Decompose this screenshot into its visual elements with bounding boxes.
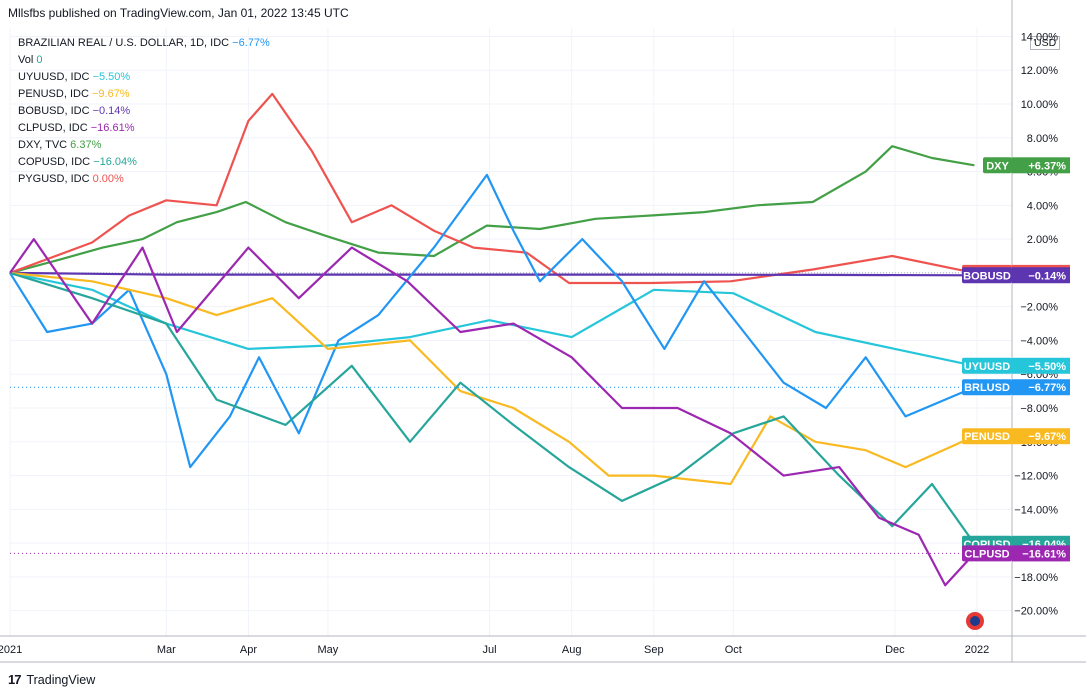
legend-item-value: −16.04%	[93, 156, 137, 168]
series-line-pygusd	[9, 92, 975, 285]
x-tick-label: Dec	[885, 644, 905, 656]
legend-main-row[interactable]: BRAZILIAN REAL / U.S. DOLLAR, 1D, IDC −6…	[18, 35, 270, 52]
series-tag-name-bg	[962, 545, 1012, 562]
legend-item-value: −16.61%	[90, 122, 135, 134]
x-tick-label: May	[318, 644, 339, 656]
x-tick-label: Mar	[157, 644, 176, 656]
series-tag-name: BRLUSD	[964, 382, 1010, 394]
series-tag-dxy: DXY +6.37%	[983, 157, 1070, 174]
series-tag-value-bg	[1012, 157, 1070, 174]
y-tick-label: 10.00%	[1021, 99, 1059, 111]
y-tick-label: 4.00%	[1027, 200, 1058, 212]
x-tick-label: Jul	[482, 644, 496, 656]
x-tick-label: 2022	[965, 644, 989, 656]
y-tick-label: −8.00%	[1020, 403, 1058, 415]
series-tag-name-bg	[962, 267, 1012, 284]
y-tick-label: −12.00%	[1014, 471, 1058, 483]
legend-item-symbol: BOBUSD, IDC	[18, 105, 93, 117]
series-tag-brlusd: BRLUSD −6.77%	[962, 379, 1070, 396]
legend-vol-value: 0	[36, 54, 43, 66]
series-tag-value-bg	[1012, 428, 1070, 445]
y-tick-label: 8.00%	[1027, 133, 1058, 145]
series-tag-value-bg	[1012, 357, 1070, 374]
series-tag-name: CLPUSD	[964, 548, 1009, 560]
x-tick-label: Sep	[644, 644, 664, 656]
legend-item[interactable]: DXY, TVC 6.37%	[18, 137, 270, 154]
y-tick-label: −2.00%	[1020, 302, 1058, 314]
legend-item-symbol: CLPUSD, IDC	[18, 122, 91, 134]
series-tag-value-bg	[1012, 545, 1070, 562]
y-tick-label: −20.00%	[1014, 606, 1058, 618]
legend-item-symbol: PYGUSD, IDC	[18, 173, 93, 185]
series-line-dxy	[9, 145, 975, 274]
series-tag-value: −6.77%	[1028, 382, 1066, 394]
series-line-penusd	[9, 271, 975, 486]
legend-item[interactable]: BOBUSD, IDC −0.14%	[18, 103, 270, 120]
y-tick-label: −4.00%	[1020, 335, 1058, 347]
x-tick-label: Aug	[562, 644, 582, 656]
legend-item-value: 0.00%	[92, 173, 124, 185]
series-tag-name-bg	[962, 379, 1012, 396]
legend-vol-row[interactable]: Vol 0	[18, 52, 270, 69]
series-tag-value: +6.37%	[1028, 160, 1066, 172]
series-tag-value: −9.67%	[1028, 431, 1066, 443]
y-tick-label: 14.00%	[1021, 31, 1059, 43]
legend-item-value: 6.37%	[70, 139, 102, 151]
legend-item[interactable]: COPUSD, IDC −16.04%	[18, 154, 270, 171]
legend-main-value: −6.77%	[232, 37, 270, 49]
series-line-bobusd	[9, 271, 975, 277]
footer-brand: TradingView	[26, 672, 96, 687]
series-tag-name-bg	[962, 357, 1012, 374]
series-tag-value: −5.50%	[1028, 361, 1066, 373]
series-tag-name: BOBUSD	[963, 270, 1011, 282]
footer: 17 TradingView	[8, 672, 95, 687]
legend-item-symbol: DXY, TVC	[18, 139, 71, 151]
series-tag-value-bg	[1012, 379, 1070, 396]
legend-item-symbol: PENUSD, IDC	[18, 88, 92, 100]
series-line-copusd	[9, 271, 976, 545]
event-flag-icon-inner	[970, 616, 980, 626]
legend-vol-label: Vol	[18, 54, 34, 66]
tradingview-logo-icon: 17	[8, 672, 22, 687]
y-tick-label: −14.00%	[1014, 504, 1058, 516]
x-tick-label: 2021	[0, 644, 22, 656]
series-tag-penusd: PENUSD −9.67%	[962, 428, 1070, 445]
chart-legend: BRAZILIAN REAL / U.S. DOLLAR, 1D, IDC −6…	[18, 35, 270, 188]
legend-item[interactable]: CLPUSD, IDC −16.61%	[18, 120, 270, 137]
series-tag-name-bg	[983, 157, 1012, 174]
legend-item[interactable]: PYGUSD, IDC 0.00%	[18, 171, 270, 188]
legend-item-symbol: COPUSD, IDC	[18, 156, 94, 168]
series-tag-name: PENUSD	[964, 431, 1010, 443]
y-tick-label: 2.00%	[1027, 234, 1058, 246]
series-tag-name: DXY	[986, 160, 1009, 172]
series-line-clpusd	[9, 238, 976, 587]
series-tag-name: UYUUSD	[964, 361, 1011, 373]
series-tag-value: −16.61%	[1022, 548, 1066, 560]
legend-item-value: −9.67%	[91, 88, 130, 100]
series-line-brlusd	[9, 173, 975, 469]
legend-item[interactable]: UYUUSD, IDC −5.50%	[18, 69, 270, 86]
series-tag-uyuusd: UYUUSD −5.50%	[962, 357, 1070, 374]
series-tag-clpusd: CLPUSD −16.61%	[962, 545, 1070, 562]
legend-item-value: −5.50%	[92, 71, 131, 83]
y-tick-label: −18.00%	[1014, 572, 1058, 584]
publish-header: Mllsfbs published on TradingView.com, Ja…	[8, 6, 349, 20]
legend-item-value: −0.14%	[92, 105, 131, 117]
currency-label[interactable]: USD	[1030, 36, 1061, 50]
series-tag-value: −0.14%	[1028, 270, 1066, 282]
x-tick-label: Oct	[725, 644, 742, 656]
y-tick-label: 12.00%	[1021, 65, 1059, 77]
legend-item[interactable]: PENUSD, IDC −9.67%	[18, 86, 270, 103]
series-tag-name-bg	[962, 428, 1012, 445]
legend-item-symbol: UYUUSD, IDC	[18, 71, 93, 83]
series-tag-value-bg	[1012, 267, 1070, 284]
x-tick-label: Apr	[240, 644, 257, 656]
series-tag-bobusd: BOBUSD −0.14%	[962, 267, 1070, 284]
legend-main-symbol: BRAZILIAN REAL / U.S. DOLLAR, 1D, IDC	[18, 37, 230, 49]
